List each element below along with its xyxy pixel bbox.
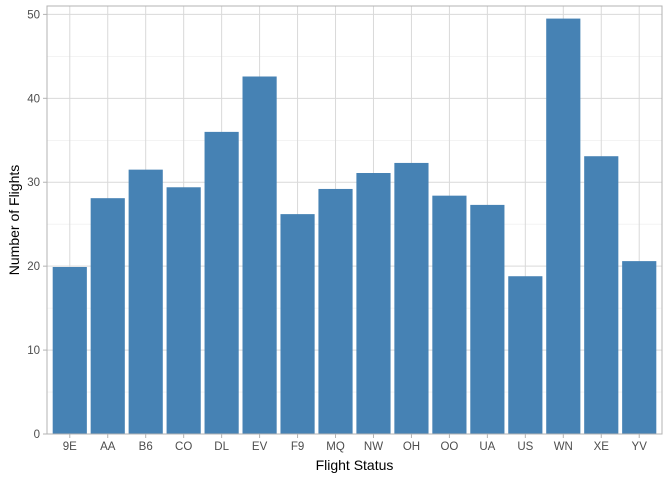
y-axis: 0 10 20 30 40 50 bbox=[27, 9, 47, 441]
x-tick-label: OO bbox=[440, 441, 458, 453]
x-tick-label: XE bbox=[594, 441, 610, 453]
bar-b6 bbox=[128, 169, 163, 434]
y-tick-label: 40 bbox=[27, 93, 40, 105]
bar-yv bbox=[622, 261, 657, 434]
x-tick-label: WN bbox=[554, 441, 573, 453]
x-tick-label: B6 bbox=[139, 441, 153, 453]
x-tick-label: US bbox=[517, 441, 533, 453]
bar-wn bbox=[546, 18, 581, 435]
bar-9e bbox=[52, 266, 87, 434]
x-axis: 9E AA B6 CO DL EV F9 MQ NW OH OO UA US WN XE YV bbox=[63, 434, 647, 453]
bar-oo bbox=[432, 195, 467, 434]
x-tick-label: AA bbox=[100, 441, 116, 453]
bar-oh bbox=[394, 162, 429, 434]
y-axis-title: Number of Flights bbox=[6, 165, 22, 275]
x-tick-label: UA bbox=[479, 441, 495, 453]
y-tick-label: 30 bbox=[27, 177, 40, 189]
bar-us bbox=[508, 276, 543, 434]
y-tick-label: 50 bbox=[27, 9, 40, 21]
y-tick-label: 0 bbox=[34, 429, 40, 441]
x-tick-label: CO bbox=[175, 441, 192, 453]
y-tick-label: 10 bbox=[27, 345, 40, 357]
bar-mq bbox=[318, 188, 353, 434]
x-tick-label: F9 bbox=[291, 441, 304, 453]
bars bbox=[52, 18, 657, 435]
bar-nw bbox=[356, 173, 391, 435]
bar-f9 bbox=[280, 214, 315, 434]
x-tick-label: YV bbox=[632, 441, 648, 453]
bar-xe bbox=[584, 156, 619, 434]
bar-co bbox=[166, 187, 201, 434]
x-tick-label: DL bbox=[214, 441, 229, 453]
x-axis-title: Flight Status bbox=[316, 457, 394, 473]
x-tick-label: EV bbox=[252, 441, 268, 453]
bar-ua bbox=[470, 204, 505, 434]
bar-ev bbox=[242, 76, 277, 435]
panel-border bbox=[46, 5, 663, 435]
x-tick-label: OH bbox=[403, 441, 420, 453]
x-tick-label: NW bbox=[364, 441, 383, 453]
bar-aa bbox=[90, 198, 125, 434]
x-tick-label: MQ bbox=[326, 441, 345, 453]
y-tick-label: 20 bbox=[27, 261, 40, 273]
x-tick-label: 9E bbox=[63, 441, 77, 453]
bar-dl bbox=[204, 131, 239, 434]
